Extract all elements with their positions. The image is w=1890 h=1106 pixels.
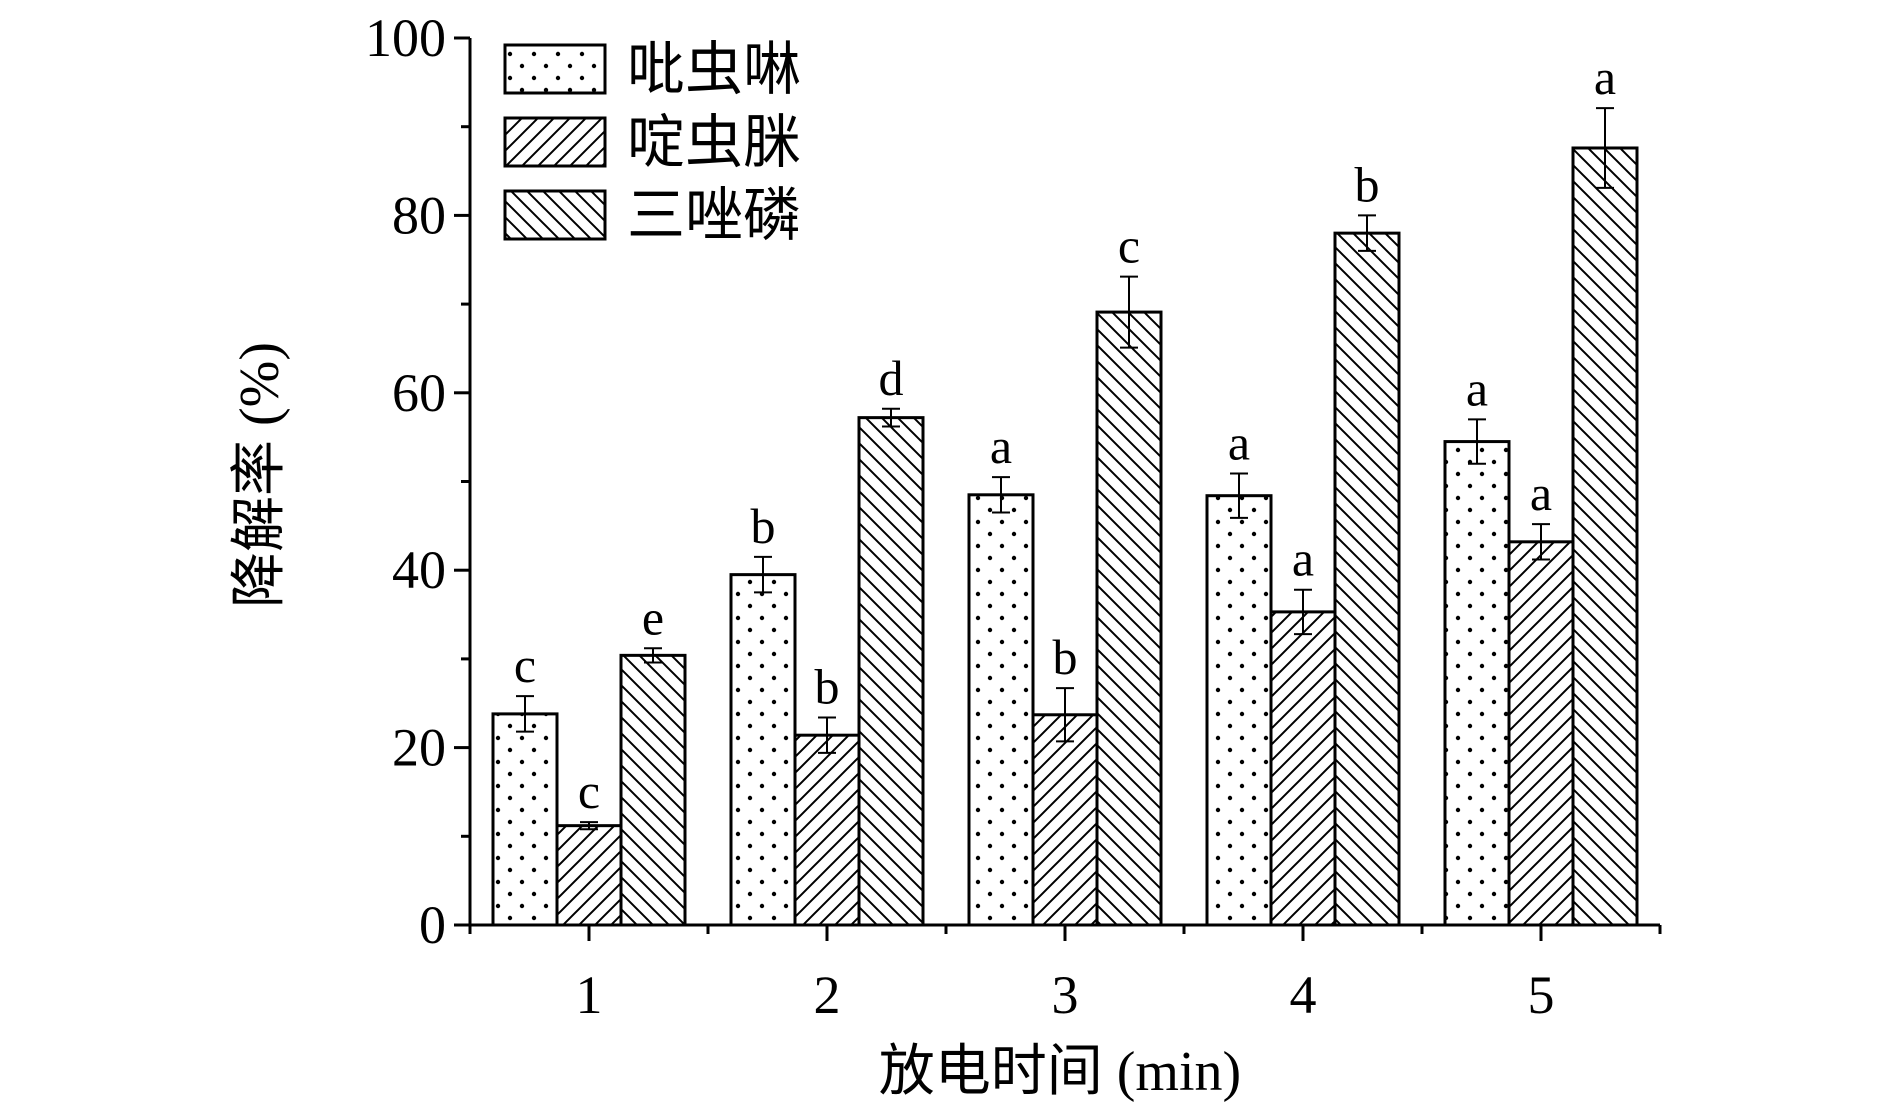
significance-label: b <box>1355 156 1380 212</box>
legend-swatch <box>503 116 607 168</box>
significance-label: c <box>514 637 536 693</box>
axes: 0 20 40 60 80 100 1 2 3 4 5 <box>365 8 1662 1025</box>
x-tick-label: 5 <box>1528 965 1555 1025</box>
significance-label: b <box>751 498 776 554</box>
y-tick-label: 40 <box>392 540 446 600</box>
bar <box>1095 310 1163 927</box>
bar <box>1507 540 1575 927</box>
x-tick-label: 2 <box>814 965 841 1025</box>
significance-label: a <box>1530 465 1552 521</box>
y-axis-title: 降解率 (%) <box>229 342 291 608</box>
bar <box>1031 713 1099 927</box>
bar <box>967 493 1035 927</box>
y-tick-label: 20 <box>392 718 446 778</box>
bar <box>1333 231 1401 927</box>
significance-label: a <box>1466 360 1488 416</box>
bar <box>1269 610 1337 927</box>
significance-label: c <box>1118 218 1140 274</box>
legend-swatch <box>503 43 607 95</box>
legend-label: 吡虫啉 <box>627 37 801 102</box>
significance-label: e <box>642 589 664 645</box>
significance-label: b <box>1053 629 1078 685</box>
x-tick-label: 1 <box>576 965 603 1025</box>
x-tick-label: 3 <box>1052 965 1079 1025</box>
y-tick-label: 80 <box>392 185 446 245</box>
bar <box>1443 440 1511 927</box>
y-tick-label: 60 <box>392 363 446 423</box>
significance-label: a <box>990 418 1012 474</box>
legend-label: 啶虫脒 <box>627 110 801 175</box>
legend-label: 三唑磷 <box>627 183 801 248</box>
bar <box>1571 146 1639 927</box>
significance-label: c <box>578 763 600 819</box>
y-tick-label: 100 <box>365 8 446 68</box>
significance-label: a <box>1292 531 1314 587</box>
x-axis-title: 放电时间 (min) <box>879 1041 1241 1103</box>
bar <box>1205 494 1273 927</box>
bar <box>555 824 623 927</box>
significance-label: d <box>879 350 904 406</box>
bar <box>793 733 861 927</box>
significance-label: a <box>1228 415 1250 471</box>
bar <box>491 712 559 927</box>
x-tick-label: 4 <box>1290 965 1317 1025</box>
bar <box>857 416 925 927</box>
significance-label: a <box>1594 49 1616 105</box>
legend-swatch <box>503 189 607 241</box>
y-tick-label: 0 <box>419 895 446 955</box>
bar <box>729 573 797 927</box>
significance-label: b <box>815 658 840 714</box>
bar <box>619 653 687 927</box>
